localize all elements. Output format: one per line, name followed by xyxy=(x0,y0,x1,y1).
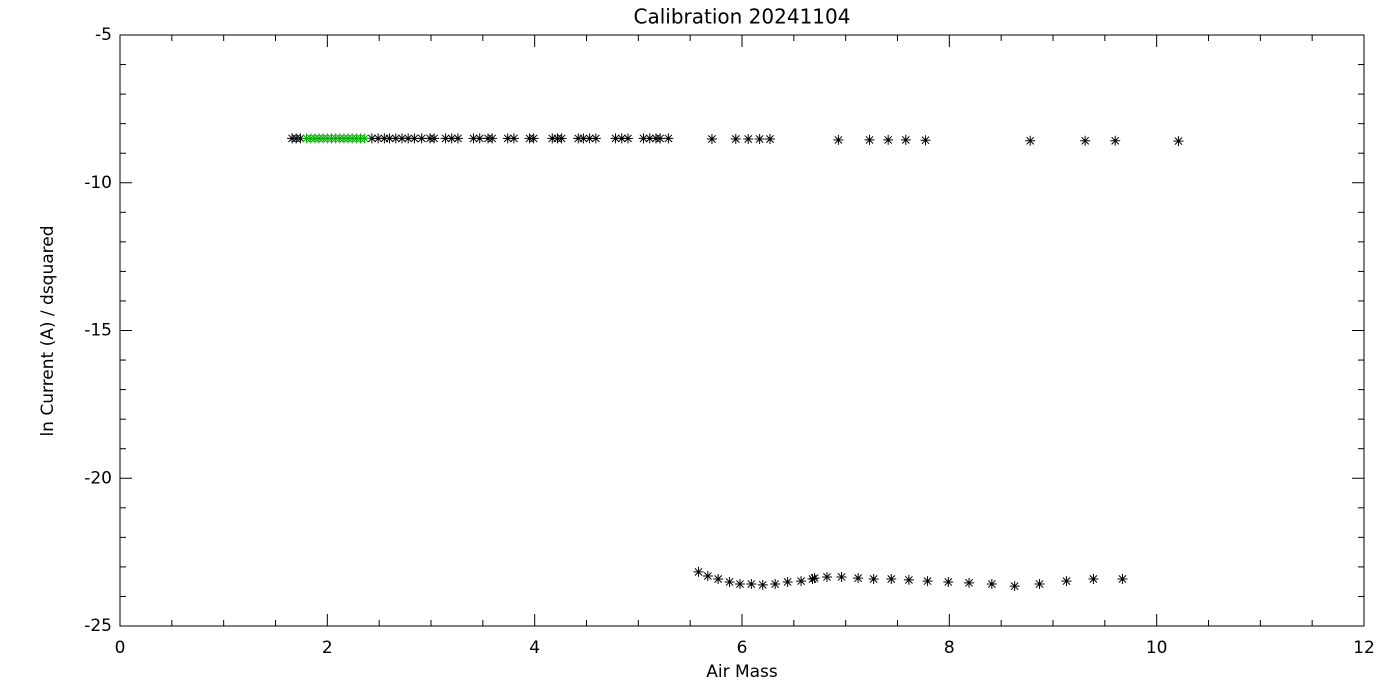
y-tick-label: -25 xyxy=(84,616,112,636)
point xyxy=(706,134,717,145)
point xyxy=(886,574,897,585)
point xyxy=(644,133,655,144)
point xyxy=(807,574,818,585)
point xyxy=(796,576,807,587)
point xyxy=(446,133,457,144)
x-tick-label: 0 xyxy=(115,638,126,658)
point xyxy=(1025,135,1036,146)
point xyxy=(713,574,724,585)
point xyxy=(864,134,875,145)
point xyxy=(622,133,633,144)
point xyxy=(757,579,768,590)
point xyxy=(853,573,864,584)
y-tick-label: -10 xyxy=(84,173,112,193)
x-tick-label: 12 xyxy=(1353,638,1375,658)
point xyxy=(452,133,463,144)
point xyxy=(746,579,757,590)
point xyxy=(883,134,894,145)
point xyxy=(403,133,414,144)
point xyxy=(487,133,498,144)
point xyxy=(556,133,567,144)
point xyxy=(770,579,781,590)
point xyxy=(734,579,745,590)
point xyxy=(655,133,666,144)
point xyxy=(373,133,384,144)
y-tick-label: -5 xyxy=(95,25,112,45)
x-tick-label: 10 xyxy=(1146,638,1168,658)
point xyxy=(943,576,954,587)
point xyxy=(508,133,519,144)
point xyxy=(754,134,765,145)
point xyxy=(590,133,601,144)
point xyxy=(903,574,914,585)
point xyxy=(359,133,370,144)
point xyxy=(868,574,879,585)
point xyxy=(900,134,911,145)
point xyxy=(764,134,775,145)
point xyxy=(638,133,649,144)
x-axis-label: Air Mass xyxy=(706,662,778,682)
point xyxy=(1173,136,1184,147)
point xyxy=(366,133,377,144)
point xyxy=(528,133,539,144)
point xyxy=(833,134,844,145)
point xyxy=(693,566,704,577)
point xyxy=(584,133,595,144)
point xyxy=(396,133,407,144)
point xyxy=(1009,581,1020,592)
point xyxy=(663,133,674,144)
y-tick-label: -20 xyxy=(84,468,112,488)
point xyxy=(578,133,589,144)
point xyxy=(986,579,997,590)
point xyxy=(502,133,513,144)
plot-frame xyxy=(119,34,1365,627)
point xyxy=(390,133,401,144)
point xyxy=(468,133,479,144)
point xyxy=(547,133,558,144)
x-tick-label: 2 xyxy=(322,638,333,658)
x-tick-label: 4 xyxy=(529,638,540,658)
point xyxy=(730,134,741,145)
x-tick-label: 8 xyxy=(944,638,955,658)
point xyxy=(440,133,451,144)
point xyxy=(573,133,584,144)
point xyxy=(702,571,713,582)
chart-title: Calibration 20241104 xyxy=(634,5,851,29)
point xyxy=(610,133,621,144)
point xyxy=(409,133,420,144)
point xyxy=(724,576,735,587)
point xyxy=(964,577,975,588)
point xyxy=(920,135,931,146)
point xyxy=(416,133,427,144)
point xyxy=(474,133,485,144)
point xyxy=(822,571,833,582)
point xyxy=(429,133,440,144)
point xyxy=(782,576,793,587)
point xyxy=(922,576,933,587)
point xyxy=(1061,576,1072,587)
point xyxy=(1034,579,1045,590)
x-tick-label: 6 xyxy=(737,638,748,658)
point xyxy=(384,133,395,144)
point xyxy=(1088,574,1099,585)
point xyxy=(1110,135,1121,146)
y-tick-label: -15 xyxy=(84,321,112,341)
point xyxy=(379,133,390,144)
point xyxy=(836,571,847,582)
point xyxy=(1117,574,1128,585)
point xyxy=(1080,135,1091,146)
y-axis-label: ln Current (A) / dsquared xyxy=(38,225,58,436)
point xyxy=(743,134,754,145)
point xyxy=(809,573,820,584)
point xyxy=(295,133,306,144)
point xyxy=(616,133,627,144)
